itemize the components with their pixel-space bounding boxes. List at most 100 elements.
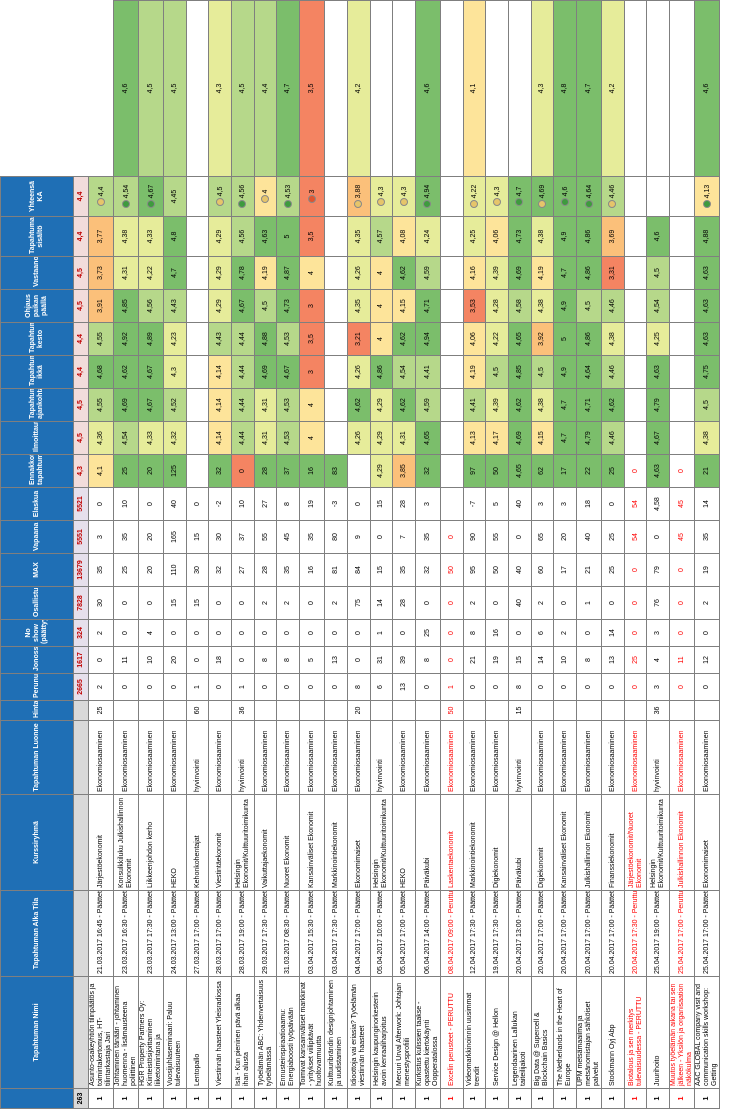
table-row[interactable]: 1 Muutos työelämän aikana tai sen jälkeen… xyxy=(669,0,695,1109)
table-row[interactable]: 1 Legendaarinen Lallukan taiteilijakoti 20… xyxy=(508,0,532,1109)
table-row[interactable]: 1 The Netherlands in the Heart of Europe 2… xyxy=(553,0,577,1109)
table-row[interactable]: 1 Stockmann Oyj Abp 20.04.2017 17:00 - Pää… xyxy=(601,0,625,1109)
column-header[interactable]: Tapahtuman sisältö xyxy=(0,216,74,257)
event-type-cell: Ekonomiosaaminen xyxy=(485,720,509,795)
table-row[interactable]: 1 AAC GLOBAL company visit and communicat… xyxy=(694,0,720,1109)
column-header[interactable]: Yhteensä KA xyxy=(0,176,74,217)
score-cell: 4,36 xyxy=(88,421,114,455)
count-cell xyxy=(324,700,348,721)
event-date-status-cell: 06.04.2017 14:00 - Päättetty xyxy=(415,890,441,977)
column-header[interactable]: No show (päättyy) xyxy=(0,619,74,647)
table-row[interactable]: 1 Vuosijuhlaseminaari: Paluu tulevaisuute… xyxy=(163,0,187,1109)
event-name-cell: Työelämän ABC: Yhdenvertaisuus työelämäs… xyxy=(254,976,277,1089)
table-row[interactable]: 1 Kulttuuribrändin designjohtaminen ja uu… xyxy=(324,0,348,1109)
column-header[interactable]: Tapahtuman kesto xyxy=(0,322,74,356)
column-header[interactable]: Tapahtuman Luonne xyxy=(0,720,74,795)
table-row[interactable]: 1 Helsingin kaupunginorkesterin avoin ken… xyxy=(370,0,393,1109)
column-header[interactable]: Vapaana xyxy=(0,520,74,554)
event-name-cell: Lentopallo xyxy=(186,976,209,1089)
column-header[interactable]: Ilmoittautuminen xyxy=(0,421,74,455)
score-cell: 0 xyxy=(624,454,647,488)
rating-indicator-icon xyxy=(702,200,711,209)
table-row[interactable]: 1 Ennusteinspiraatioaamu: Energiaboosti t… xyxy=(276,0,300,1109)
table-row[interactable]: 1 Isä - Kun pieninen pävä alkaa ihan alus… xyxy=(231,0,255,1109)
course-group-cell: Kansainväliset Ekonomit xyxy=(299,794,325,891)
column-header[interactable]: Osallistui xyxy=(0,586,74,620)
score-cell: 4,88 xyxy=(254,322,277,356)
event-name-cell: Videomarkkinoinnin uusimmat trendit xyxy=(463,976,486,1089)
score-cell: 28 xyxy=(254,454,277,488)
column-header[interactable] xyxy=(0,1088,74,1109)
score-cell: 4,54 xyxy=(392,355,416,389)
count-cell: 30 xyxy=(88,586,114,620)
score-cell: 4,45 xyxy=(163,176,187,217)
row-index: 1 xyxy=(485,1088,509,1109)
course-group-cell: Digiekonomit xyxy=(531,794,554,891)
table-row[interactable]: 1 Videomarkkinoinnin uusimmat trendit 12.0… xyxy=(463,0,486,1109)
table-row[interactable]: 1 HGR Property Partners Oy: Kiinteistösij… xyxy=(138,0,164,1109)
column-header[interactable]: Kurssiryhmä xyxy=(0,794,74,891)
score-cell: 4,29 xyxy=(208,289,232,323)
score-cell: 4,7 xyxy=(553,421,577,455)
score-cell xyxy=(624,289,647,323)
table-row[interactable]: 1 Toimivat kansainväliset markkinat - yri… xyxy=(299,0,325,1109)
course-group-cell: Päiväkubi xyxy=(415,794,441,891)
table-row[interactable]: 1 Työelämän ABC: Yhdenvertaisuus työelämä… xyxy=(254,0,277,1109)
event-date-status-cell: 03.04.2017 17:30 - Päättetty xyxy=(324,890,348,977)
column-header[interactable]: Tapahtuman ajankohta xyxy=(0,388,74,422)
table-row[interactable]: 1 Idioottoja vai eriasia? Työelämän viest… xyxy=(347,0,370,1109)
score-cell: 4,65 xyxy=(415,421,441,455)
column-header[interactable]: Jonossa xyxy=(0,646,74,674)
column-header[interactable]: Tapahtuman ikkä xyxy=(0,355,74,389)
score-cell: 4,3 xyxy=(531,0,554,177)
table-row[interactable]: 1 UPM metsämaailma ja metsänomistajan säh… xyxy=(576,0,602,1109)
column-header[interactable]: Tapahtuman Alka Tila xyxy=(0,890,74,977)
count-cell: 165 xyxy=(163,520,187,554)
score-cell: 4,13 xyxy=(463,421,486,455)
column-header[interactable]: Ennakkotieto tapahtumasta xyxy=(0,454,74,488)
row-index: 1 xyxy=(463,1088,486,1109)
table-row[interactable]: 1 Mercuri Urval Afterwork: Johtajan menes… xyxy=(392,0,416,1109)
count-cell xyxy=(276,700,300,721)
score-cell xyxy=(324,256,348,290)
event-name-cell: Helsingin kaupunginorkesterin avoin kenr… xyxy=(370,976,393,1089)
count-cell: 14 xyxy=(601,619,625,647)
score-cell: 4 xyxy=(370,256,393,290)
score-cell: 4,53 xyxy=(276,176,300,217)
column-header[interactable]: MAX xyxy=(0,553,74,587)
table-row[interactable]: 1 Big Data @ Supercell & Blockchain Basic… xyxy=(531,0,554,1109)
table-row[interactable]: 1 Juurihoito 25.04.2017 19:00 - Päättetty H… xyxy=(646,0,670,1109)
score-cell: 4,46 xyxy=(601,176,625,217)
table-row[interactable]: 1 Lentopallo 27.03.2017 17:00 - Päättetty K… xyxy=(186,0,209,1109)
count-cell: 0 xyxy=(113,619,139,647)
table-row[interactable]: 1 Kurkistus kulissien taakse - opastettu … xyxy=(415,0,441,1109)
table-row[interactable]: 1 Johtaminen tänään - johtaminen huomenna… xyxy=(113,0,139,1109)
count-cell xyxy=(392,700,416,721)
column-header[interactable]: Perunut xyxy=(0,673,74,701)
table-row[interactable]: 1 Asunto-osakeyhtiön tilinpäätös ja toimi… xyxy=(88,1,114,1109)
column-header[interactable]: Vastaanotto xyxy=(0,256,74,290)
table-row[interactable]: 1 Service Design @ Hellon 19.04.2017 17:30… xyxy=(485,0,509,1109)
table-row[interactable]: 1 Excelin perusteet - PERUTTU 08.04.2017 0… xyxy=(440,0,464,1109)
count-cell: 31 xyxy=(370,646,393,674)
column-header[interactable]: Ohjaus paikan päällä xyxy=(0,289,74,323)
score-cell: 4,5 xyxy=(485,355,509,389)
table-row[interactable]: 1 Viestinnän haasteet Yleisradiossa 28.03.… xyxy=(208,0,232,1109)
count-cell xyxy=(415,700,441,721)
column-header[interactable]: Elaskua xyxy=(0,487,74,521)
column-header[interactable]: Tapahtuman Nimi xyxy=(0,976,74,1089)
score-value: 4,6 xyxy=(561,186,569,197)
summary-cell: 7828 xyxy=(73,586,89,620)
event-type-cell: hyvinvointi xyxy=(186,720,209,795)
row-index: 1 xyxy=(601,1088,625,1109)
score-cell: 3,53 xyxy=(463,289,486,323)
count-cell: 12 xyxy=(694,646,720,674)
score-cell: 4,23 xyxy=(163,322,187,356)
column-header[interactable]: Hinta xyxy=(0,700,74,721)
event-name-cell: UPM metsämaailma ja metsänomistajan sähk… xyxy=(576,976,602,1089)
score-cell: 4,25 xyxy=(646,322,670,356)
table-row[interactable]: 1 Biotalous ja sen merkitys tulevaisuudes… xyxy=(624,0,647,1109)
score-cell: 4,22 xyxy=(138,256,164,290)
event-name-cell: HGR Property Partners Oy: Kiinteistösijo… xyxy=(138,976,164,1089)
score-cell: 0 xyxy=(669,454,695,488)
